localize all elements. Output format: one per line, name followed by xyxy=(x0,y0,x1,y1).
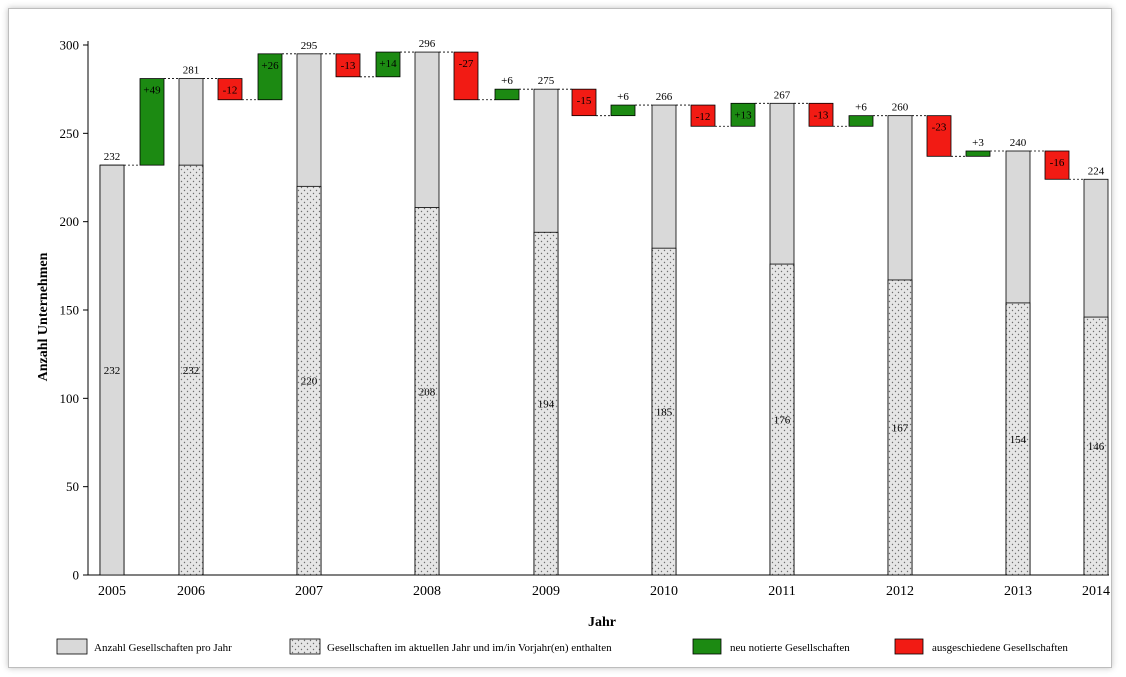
carried-value-label: 194 xyxy=(538,399,555,411)
carried-value-label: 176 xyxy=(774,415,791,427)
y-axis-title: Anzahl Unternehmen xyxy=(36,252,51,381)
total-value-label: 267 xyxy=(774,89,791,101)
y-tick-label: 250 xyxy=(60,126,80,141)
x-tick-label: 2011 xyxy=(768,584,795,599)
carried-over-bar xyxy=(887,279,913,576)
x-tick-label: 2006 xyxy=(177,584,205,599)
new-value-label: +6 xyxy=(855,102,867,114)
removed-bar xyxy=(571,88,597,117)
y-tick-label: 100 xyxy=(60,391,80,406)
total-value-label: 240 xyxy=(1010,137,1027,149)
carried-over-bar xyxy=(1005,302,1031,576)
carried-value-label: 167 xyxy=(892,422,909,434)
total-value-label: 232 xyxy=(104,151,121,163)
carried-value-label: 185 xyxy=(656,407,673,419)
carried-value-label: 208 xyxy=(419,386,436,398)
removed-value-label: -23 xyxy=(932,122,947,134)
removed-value-label: -16 xyxy=(1050,157,1065,169)
removed-bar xyxy=(335,53,361,78)
total-value-label: 295 xyxy=(301,40,318,52)
carried-over-bar xyxy=(414,207,440,576)
carried-over-bar xyxy=(178,164,204,576)
x-tick-label: 2009 xyxy=(532,584,560,599)
removed-value-label: -13 xyxy=(341,60,356,72)
legend-label-new: neu notierte Gesellschaften xyxy=(730,642,850,654)
legend-swatch-removed xyxy=(894,638,924,655)
x-tick-label: 2008 xyxy=(413,584,441,599)
x-tick-label: 2005 xyxy=(98,584,126,599)
legend-swatch-new xyxy=(692,638,722,655)
removed-bar xyxy=(453,51,479,101)
carried-value-label: 154 xyxy=(1010,434,1027,446)
removed-bar xyxy=(690,104,716,127)
removed-value-label: -13 xyxy=(814,109,829,121)
carried-value-label: 220 xyxy=(301,376,318,388)
removed-value-label: -12 xyxy=(696,111,711,123)
removed-bar xyxy=(217,78,243,101)
total-value-label: 266 xyxy=(656,91,673,103)
carried-over-bar xyxy=(651,247,677,576)
carried-over-bar xyxy=(99,164,125,576)
y-tick-label: 50 xyxy=(66,479,79,494)
y-tick-label: 200 xyxy=(60,214,80,229)
x-tick-label: 2014 xyxy=(1082,584,1110,599)
new-bar xyxy=(494,88,520,101)
new-bar xyxy=(848,115,874,127)
y-tick-label: 150 xyxy=(60,303,80,318)
new-value-label: +3 xyxy=(972,137,984,149)
new-value-label: +6 xyxy=(501,75,513,87)
new-bar xyxy=(375,51,401,78)
x-axis-title: Jahr xyxy=(588,615,616,630)
carried-value-label: 232 xyxy=(183,365,200,377)
new-value-label: +13 xyxy=(734,109,752,121)
x-tick-label: 2010 xyxy=(650,584,678,599)
new-bar xyxy=(965,150,991,157)
y-tick-label: 300 xyxy=(60,38,80,53)
total-value-label: 224 xyxy=(1088,165,1105,177)
new-value-label: +26 xyxy=(261,60,279,72)
legend-swatch-total xyxy=(56,638,88,655)
new-value-label: +6 xyxy=(617,91,629,103)
new-bar xyxy=(730,102,756,127)
removed-bar xyxy=(808,102,834,127)
chart-frame: 0 50 100 150 200 250 300 232 232 2005 281 232 2006 2… xyxy=(8,8,1112,668)
x-tick-label: 2013 xyxy=(1004,584,1032,599)
removed-value-label: -15 xyxy=(577,95,592,107)
new-bar xyxy=(257,53,283,101)
removed-value-label: -27 xyxy=(459,58,474,70)
new-value-label: +49 xyxy=(143,85,161,97)
removed-bar xyxy=(926,115,952,157)
total-value-label: 281 xyxy=(183,65,200,77)
carried-value-label: 232 xyxy=(104,365,121,377)
total-value-label: 260 xyxy=(892,102,909,114)
new-bar xyxy=(610,104,636,117)
x-tick-label: 2007 xyxy=(295,584,323,599)
carried-over-bar xyxy=(1083,316,1109,576)
carried-over-bar xyxy=(296,185,322,576)
removed-value-label: -12 xyxy=(223,85,238,97)
legend-swatch-carried xyxy=(289,638,321,655)
total-value-label: 275 xyxy=(538,75,555,87)
carried-over-bar xyxy=(769,263,795,576)
y-tick-label: 0 xyxy=(73,568,80,583)
removed-bar xyxy=(1044,150,1070,180)
new-bar xyxy=(139,78,165,166)
carried-over-bar xyxy=(533,231,559,576)
carried-value-label: 146 xyxy=(1088,441,1105,453)
x-tick-label: 2012 xyxy=(886,584,914,599)
legend-label-removed: ausgeschiedene Gesellschaften xyxy=(932,642,1068,654)
legend-label-carried: Gesellschaften im aktuellen Jahr und im/… xyxy=(327,642,612,654)
total-value-label: 296 xyxy=(419,38,436,50)
waterfall-chart: 0 50 100 150 200 250 300 232 232 2005 281 232 2006 2… xyxy=(36,38,1110,655)
legend-label-total: Anzahl Gesellschaften pro Jahr xyxy=(94,642,232,654)
new-value-label: +14 xyxy=(379,58,397,70)
